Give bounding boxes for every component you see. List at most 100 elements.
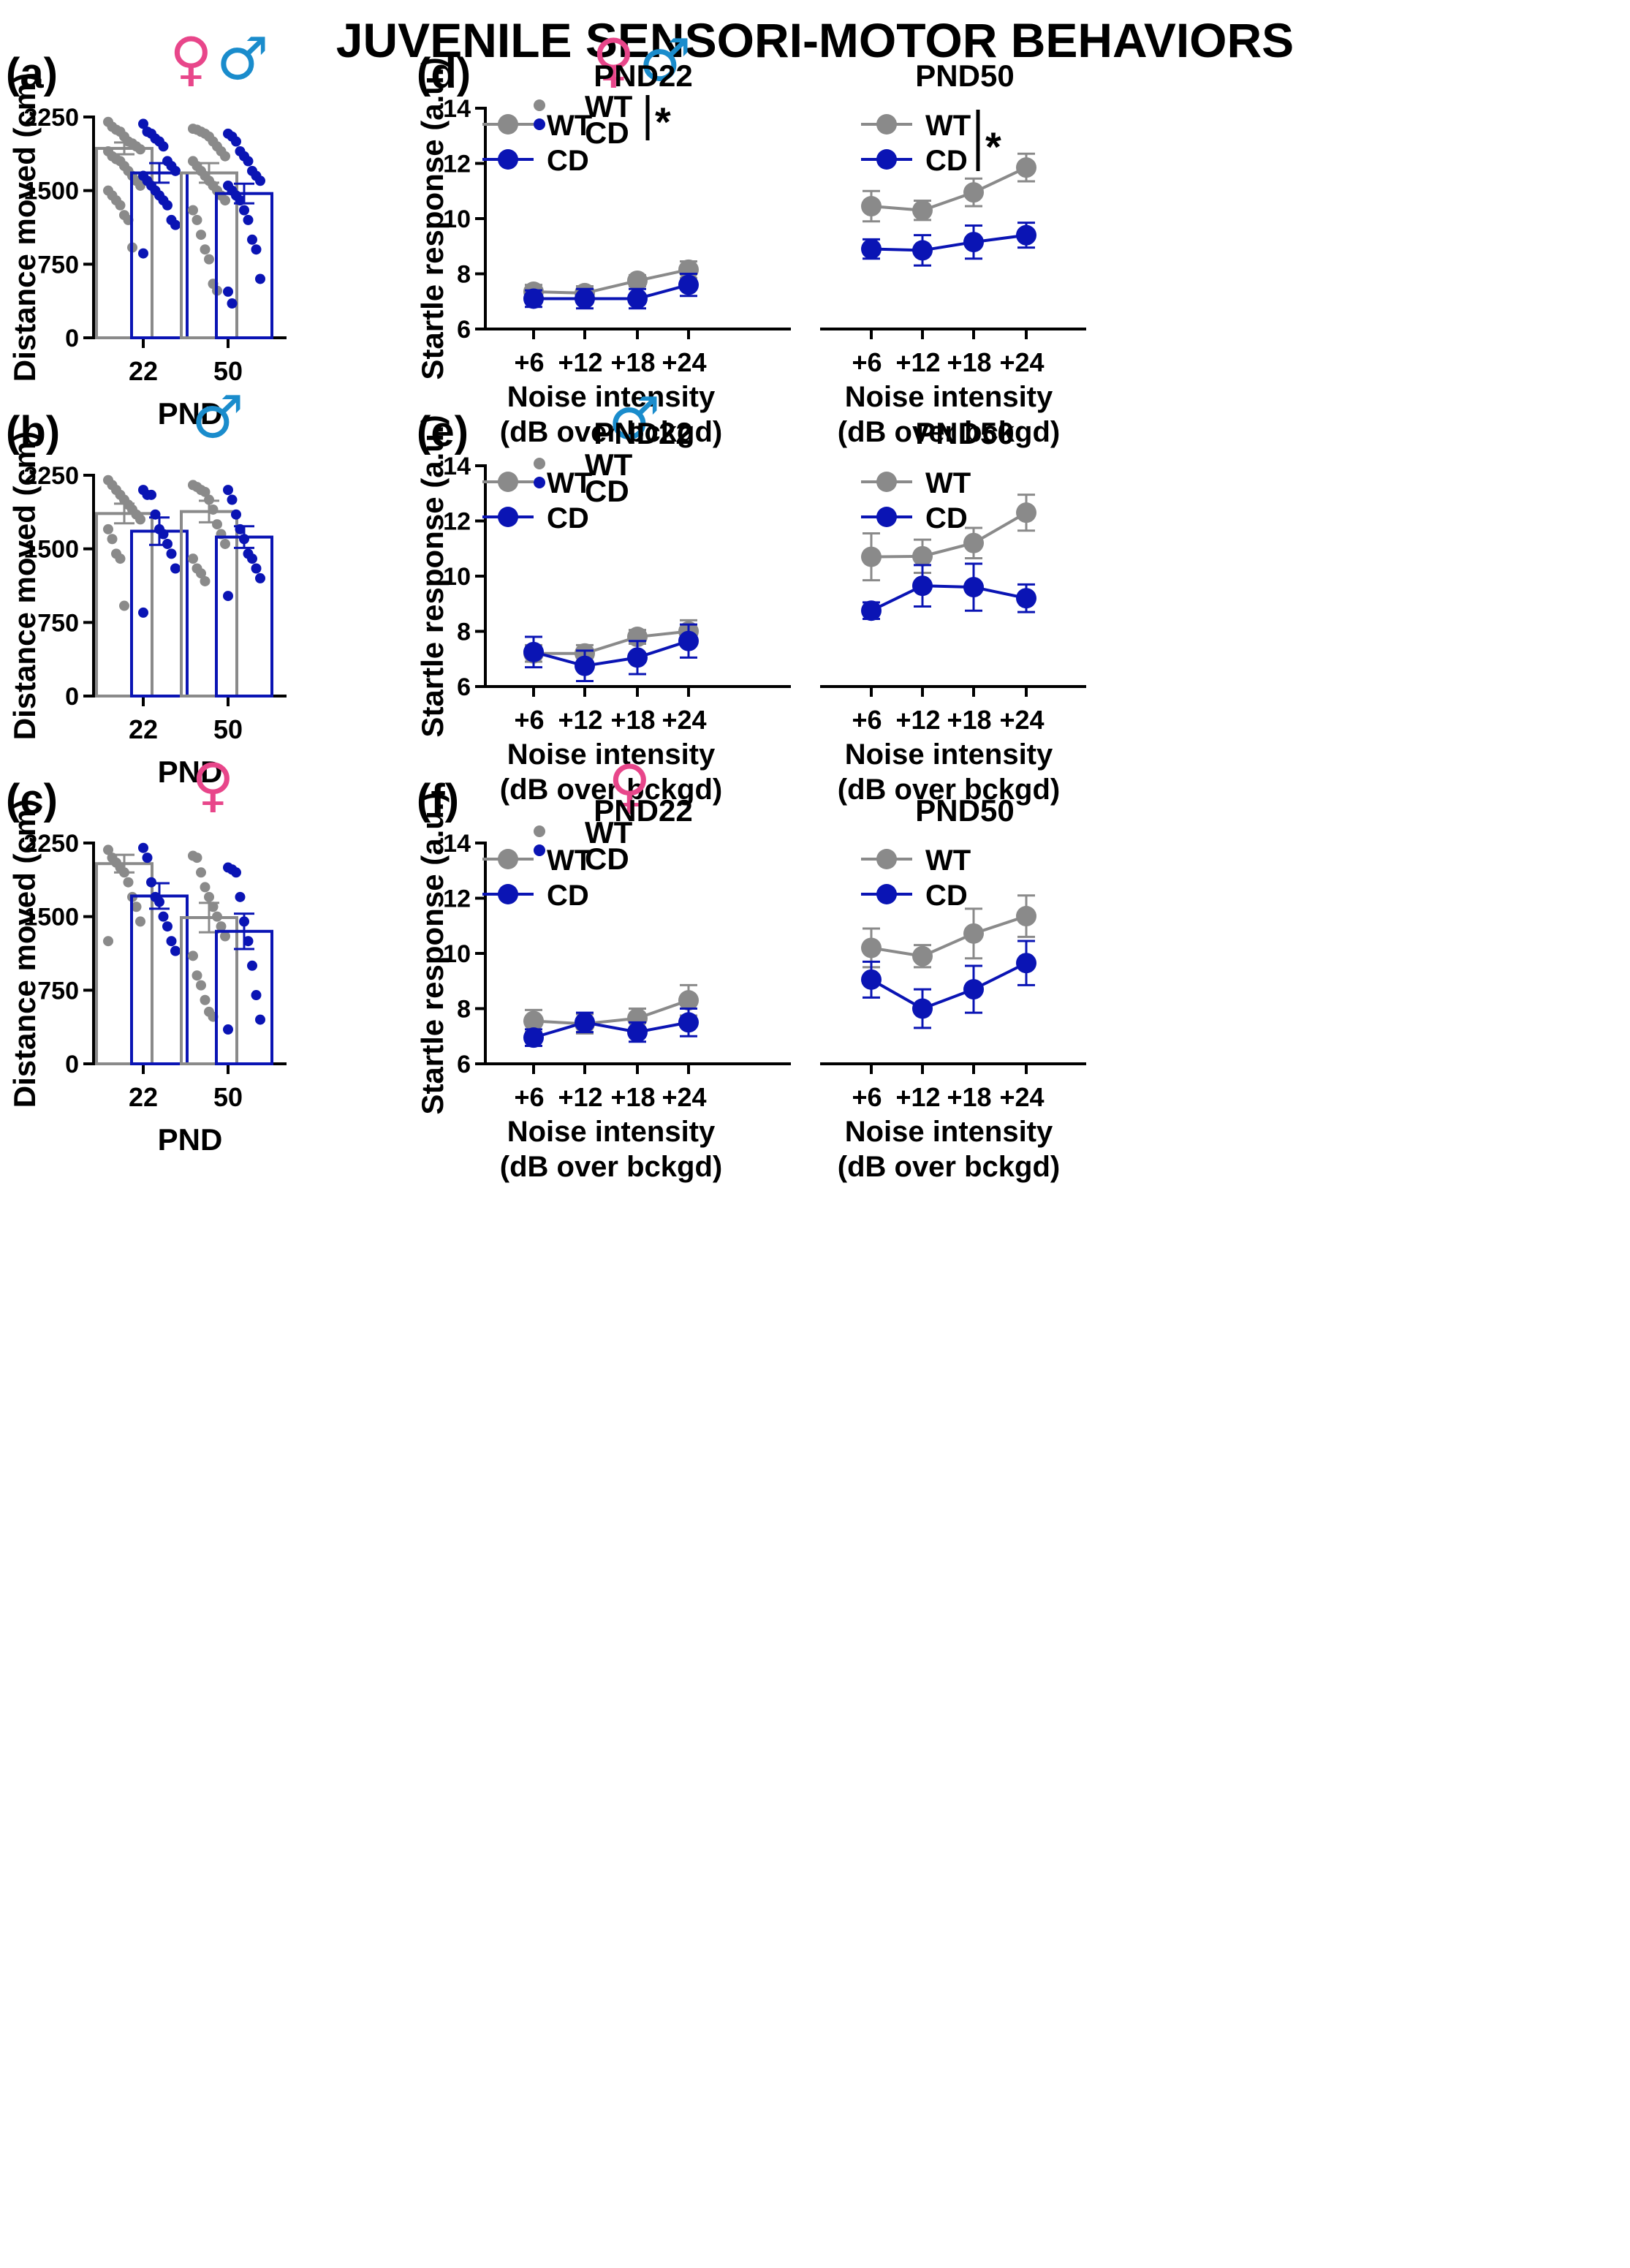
data-point — [138, 248, 148, 259]
y-tick-label: 750 — [37, 609, 79, 637]
data-point — [212, 519, 222, 530]
legend-marker — [876, 849, 897, 869]
data-point — [192, 214, 202, 225]
series-line-wt — [871, 166, 1027, 212]
data-point — [150, 509, 161, 520]
panel-label: (e) — [417, 408, 469, 456]
legend-label: CD — [925, 502, 968, 534]
data-point-cd — [575, 288, 595, 309]
data-point-cd — [627, 288, 648, 309]
data-point-wt — [861, 546, 882, 567]
data-point — [223, 1024, 233, 1035]
y-axis-label: Distance moved (cm) — [7, 73, 42, 382]
x-axis-label: PND — [158, 1122, 223, 1157]
data-point-cd — [1016, 953, 1036, 974]
x-tick-label: +12 — [558, 705, 602, 735]
legend-marker — [498, 884, 518, 904]
data-point-wt — [1016, 157, 1036, 178]
data-point — [135, 144, 145, 155]
data-point-cd — [575, 1012, 595, 1033]
data-point — [255, 175, 265, 186]
data-point — [200, 486, 211, 497]
y-tick-label: 1500 — [23, 536, 79, 564]
y-tick-label: 0 — [65, 683, 79, 711]
y-tick-label: 6 — [457, 673, 471, 701]
series-line-cd — [533, 1021, 689, 1040]
data-point — [196, 980, 206, 991]
y-tick-label: 10 — [443, 205, 471, 233]
x-tick-label: +12 — [895, 705, 940, 735]
legend-label: CD — [547, 880, 589, 912]
data-point — [188, 553, 198, 564]
x-tick-label: +12 — [895, 347, 940, 377]
x-axis-label: Noise intensity — [507, 381, 716, 413]
series-line-wt — [871, 511, 1027, 559]
data-point — [243, 214, 254, 225]
data-point — [138, 842, 148, 853]
legend-marker — [498, 472, 518, 492]
data-point — [239, 534, 249, 545]
legend-label: WT — [547, 110, 592, 142]
x-axis-label-units: (dB over bckgd) — [500, 1151, 722, 1183]
y-tick-label: 2250 — [23, 104, 79, 132]
x-tick-label: +6 — [514, 1082, 544, 1112]
data-point — [220, 195, 230, 206]
data-point — [227, 298, 238, 309]
data-point — [142, 853, 153, 863]
y-tick-label: 14 — [443, 830, 471, 858]
legend-label: WT — [925, 844, 971, 877]
series-line-cd — [871, 584, 1027, 612]
data-point-wt — [627, 270, 648, 291]
y-tick-label: 0 — [65, 325, 79, 352]
data-point — [204, 891, 214, 902]
data-point — [247, 960, 257, 971]
x-tick-label: +24 — [999, 705, 1044, 735]
x-axis-label: Noise intensity — [845, 738, 1053, 771]
subplot-title: PND50 — [915, 416, 1014, 450]
series-line-wt — [533, 268, 689, 295]
data-point-wt — [1016, 502, 1036, 523]
y-tick-label: 12 — [443, 885, 471, 913]
series-line-cd — [871, 961, 1027, 1010]
data-point-cd — [861, 969, 882, 990]
x-tick-label: +18 — [947, 347, 991, 377]
data-point-cd — [912, 575, 933, 597]
data-point — [200, 575, 211, 586]
data-point — [192, 970, 202, 981]
data-point-cd — [963, 577, 984, 598]
data-point — [200, 882, 211, 893]
data-point — [154, 896, 164, 907]
subplot-title: PND22 — [594, 416, 692, 450]
data-point — [200, 994, 211, 1005]
data-point — [115, 553, 126, 564]
data-point — [170, 945, 181, 956]
data-point-wt — [678, 990, 699, 1011]
x-axis-label: PND — [158, 755, 223, 789]
x-tick-label: +6 — [514, 347, 544, 377]
series-line-cd — [533, 639, 689, 668]
x-axis-label: PND — [158, 396, 223, 431]
data-point — [192, 853, 202, 863]
data-point — [243, 936, 254, 947]
legend-marker — [876, 472, 897, 492]
legend-marker-cd — [534, 477, 545, 488]
x-tick-label: +6 — [852, 347, 882, 377]
legend-label-cd: CD — [585, 474, 629, 508]
y-axis-label: Startle response (a.u.) — [415, 415, 450, 737]
data-point-cd — [861, 238, 882, 260]
legend-label: WT — [925, 467, 971, 499]
x-tick-label: 22 — [129, 714, 158, 744]
x-tick-label: +18 — [610, 1082, 655, 1112]
data-point — [251, 563, 262, 574]
data-point-wt — [912, 545, 933, 567]
series-line-wt — [871, 915, 1027, 958]
data-point — [123, 877, 134, 888]
data-point-cd — [627, 1021, 648, 1043]
data-point — [119, 867, 129, 878]
data-point — [235, 195, 246, 206]
data-point-cd — [1016, 224, 1036, 246]
data-point-wt — [523, 1010, 544, 1032]
data-point — [170, 165, 181, 176]
data-point — [235, 891, 246, 902]
